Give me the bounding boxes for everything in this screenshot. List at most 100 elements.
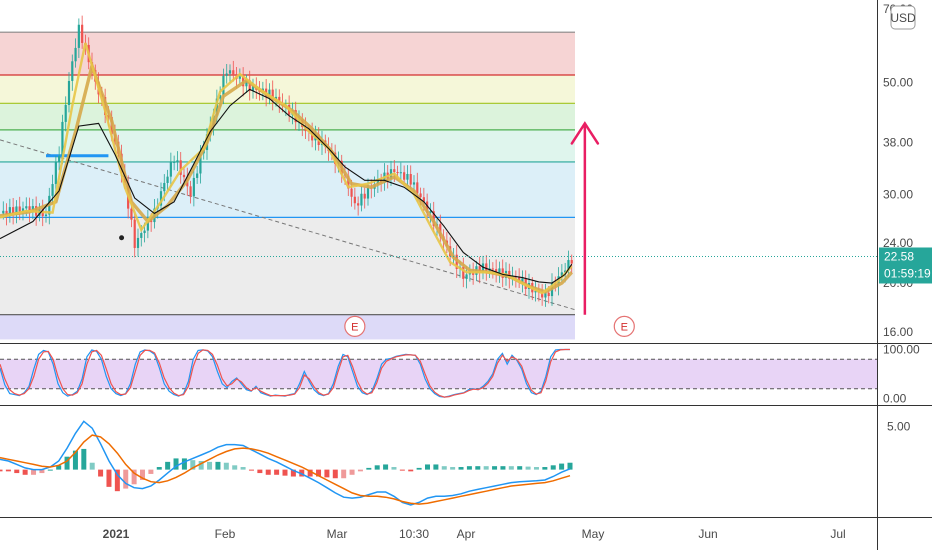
earnings-event-marker[interactable]: E: [344, 315, 366, 337]
trendline: [0, 139, 576, 311]
macd-histogram-bar: [290, 469, 296, 477]
macd-histogram-bar: [89, 462, 95, 470]
candle-body: [173, 161, 176, 163]
candle-body: [396, 172, 399, 174]
earnings-event-marker[interactable]: E: [613, 315, 635, 337]
macd-histogram-bar: [483, 466, 489, 470]
macd-histogram-bar: [425, 464, 430, 470]
macd-histogram-bar: [508, 466, 514, 470]
macd-histogram-bar: [123, 469, 129, 489]
macd-histogram-bar: [198, 461, 204, 470]
candle-body: [481, 263, 485, 274]
time-axis-tick: Apr: [457, 527, 476, 541]
macd-histogram-bar: [500, 466, 506, 470]
candle-body: [179, 160, 182, 175]
candle-body: [51, 184, 54, 196]
macd-line: [0, 420, 571, 506]
candle-body: [570, 260, 573, 264]
event-label: E: [351, 321, 358, 333]
candle-body: [547, 292, 550, 297]
candle-body: [143, 230, 146, 234]
candle-body: [353, 196, 356, 204]
macd-histogram-bar: [357, 469, 363, 472]
candle-body: [521, 278, 524, 283]
candle-body: [182, 174, 186, 178]
candle-body: [12, 207, 15, 215]
candle-body: [159, 191, 163, 206]
macd-histogram-bar: [533, 467, 539, 470]
candle-body: [271, 89, 274, 101]
candle-body: [429, 211, 432, 213]
candle-body: [163, 182, 166, 192]
candle-body: [5, 210, 8, 216]
oscillator-band: [0, 359, 877, 389]
event-circle[interactable]: [344, 315, 366, 337]
candle-body: [71, 61, 74, 81]
candle-body: [146, 219, 149, 231]
time-axis-tick: 2021: [103, 527, 130, 541]
price-axis-tick: 16.00: [883, 325, 913, 339]
macd-histogram-bar: [39, 469, 45, 474]
macd-histogram-bar: [383, 464, 389, 470]
candle-body: [403, 172, 406, 180]
candle-body: [399, 172, 402, 174]
macd-histogram-bar: [257, 469, 263, 474]
candle-body: [136, 237, 140, 248]
time-axis-tick: May: [582, 527, 605, 541]
candle-body: [409, 174, 412, 185]
fib-band: [0, 314, 575, 340]
candle-body: [74, 47, 77, 62]
macd-histogram-bar: [416, 467, 422, 470]
ema-fast-line: [0, 42, 573, 295]
macd-histogram-bar: [131, 469, 137, 485]
projection-arrow[interactable]: [570, 121, 600, 315]
candle-body: [376, 179, 379, 185]
last-price-tag: [879, 247, 932, 284]
candle-body: [534, 290, 537, 293]
macd-histogram-bar: [332, 469, 338, 479]
macd-histogram-bar: [31, 469, 37, 475]
macd-histogram-bar: [466, 466, 472, 470]
candle-body: [248, 80, 251, 91]
candle-body: [166, 176, 169, 183]
macd-histogram-bar: [181, 458, 187, 470]
currency-tag: USD: [890, 11, 916, 25]
macd-axis-tick: 5.00: [887, 420, 911, 434]
macd-histogram-bar: [22, 469, 28, 475]
macd-histogram-bar: [223, 462, 229, 470]
macd-histogram-bar: [64, 456, 70, 470]
macd-histogram-bar: [550, 465, 556, 470]
candle-body: [347, 175, 350, 189]
macd-histogram-bar: [148, 469, 154, 474]
candle-body: [130, 208, 133, 220]
macd-histogram-bar: [165, 461, 171, 470]
macd-histogram-bar: [72, 450, 78, 470]
candle-body: [140, 233, 143, 238]
macd-histogram-bar: [492, 466, 498, 470]
stochastic-pane[interactable]: [0, 348, 877, 398]
price-axis[interactable]: 70.0050.0038.0030.0024.0020.0016.00USD22…: [879, 2, 932, 434]
time-axis[interactable]: 2021 Feb Mar 10:30 Apr May Jun Jul: [103, 527, 846, 541]
macd-histogram-bar: [140, 469, 145, 480]
candle-body: [15, 206, 18, 215]
candle-body: [350, 188, 353, 197]
fib-band: [0, 217, 575, 315]
macd-histogram-bar: [450, 467, 456, 470]
candle-body: [77, 24, 80, 48]
macd-pane[interactable]: [0, 420, 573, 506]
arrow-head[interactable]: [570, 121, 600, 145]
event-circle[interactable]: [613, 315, 635, 337]
macd-histogram-bar: [349, 469, 355, 475]
candle-body: [491, 268, 494, 270]
macd-histogram-bar: [299, 469, 305, 477]
macd-histogram-bar: [307, 469, 313, 477]
candle-body: [393, 169, 396, 173]
macd-histogram-bar: [374, 465, 380, 470]
candle-body: [54, 161, 57, 185]
oscillator-axis-tick: 100.00: [883, 342, 920, 356]
currency-tag-box[interactable]: [890, 5, 916, 30]
fib-band: [0, 161, 575, 218]
time-axis-tick: Feb: [215, 527, 236, 541]
